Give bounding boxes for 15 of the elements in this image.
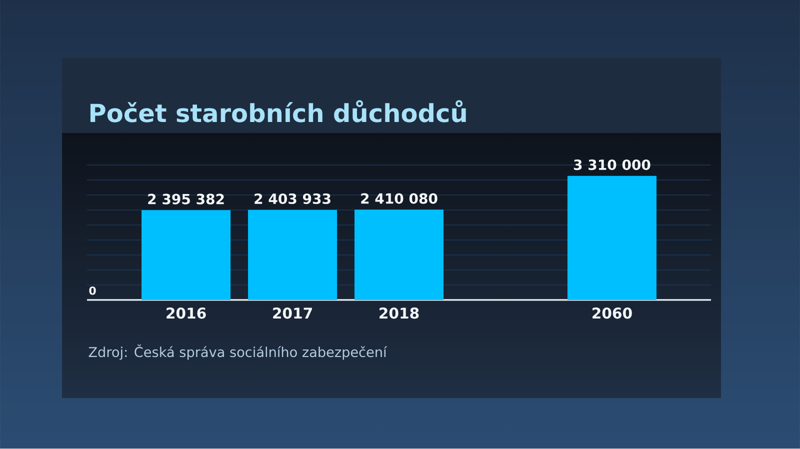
data-label: 2 403 933 [254, 193, 330, 204]
bar [142, 210, 231, 300]
annotation: 0 [89, 286, 96, 295]
text: Zdroj: Česká správa sociálního zabezpečení [88, 344, 388, 360]
x-tick-label: 2017 [273, 308, 312, 319]
x-tick-label: 2018 [380, 308, 419, 319]
bar [567, 176, 656, 300]
bar [248, 210, 338, 300]
bar [354, 210, 444, 300]
chart-title: Počet starobních důchodců [90, 100, 466, 122]
data-label: 2 410 080 [361, 193, 438, 204]
data-label: 2 395 382 [148, 194, 224, 204]
x-tick-label: 2016 [166, 308, 206, 319]
data-label: 3 310 000 [574, 159, 650, 170]
x-tick-label: 2060 [592, 308, 632, 319]
